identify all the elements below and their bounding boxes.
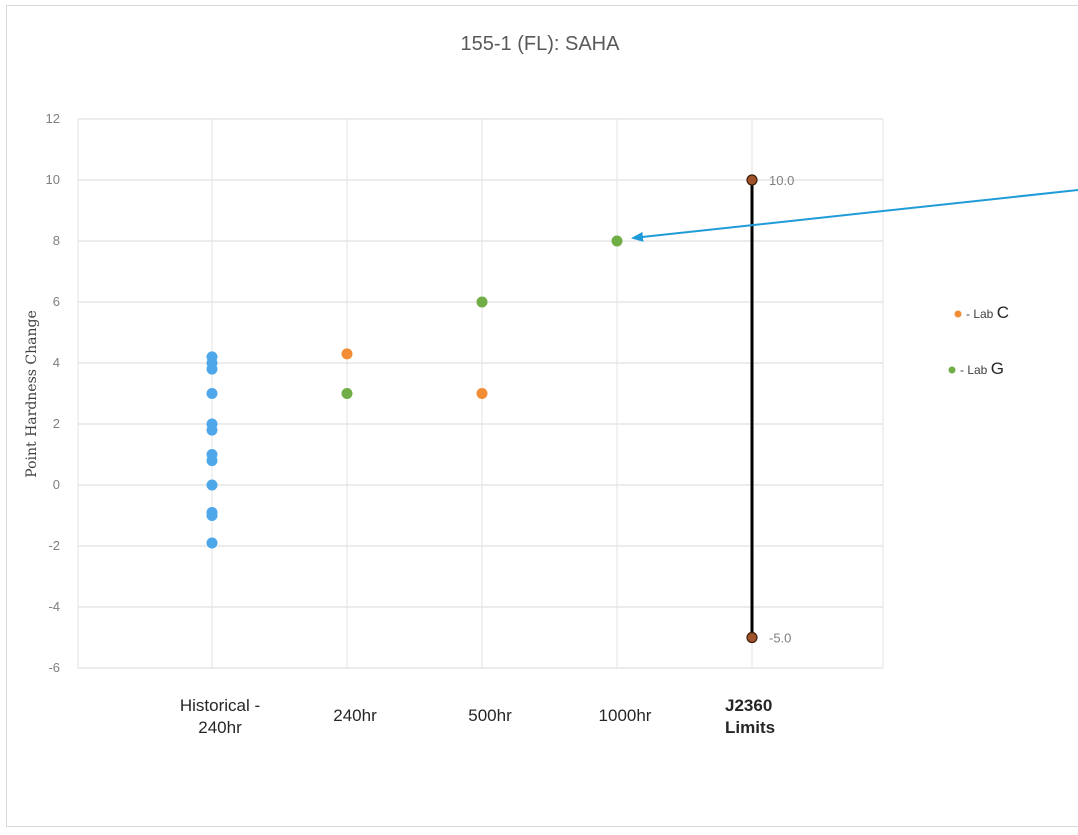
y-tick-label: 12 (46, 111, 60, 126)
data-point (206, 388, 218, 399)
y-tick-labels: 12 10 8 6 4 2 0 -2 -4 -6 (46, 111, 60, 675)
data-point (341, 348, 353, 360)
upper-limit-marker (746, 174, 758, 186)
y-tick-label: 10 (46, 172, 60, 187)
y-tick-label: 0 (53, 477, 60, 492)
y-tick-label: 6 (53, 294, 60, 309)
data-point (476, 296, 488, 308)
y-axis-label: Point Hardness Change (24, 310, 40, 478)
lower-limit-marker (746, 631, 758, 644)
x-category-label: 1000hr (599, 706, 652, 725)
pointer-arrow (631, 189, 1078, 242)
j2360-limits: 10.0 -5.0 (746, 173, 794, 646)
lower-limit-label: -5.0 (769, 631, 791, 646)
data-point (206, 537, 218, 549)
x-category-label: 240hr (333, 706, 377, 725)
data-point (476, 388, 488, 399)
legend-marker (954, 310, 962, 318)
x-category-label: 500hr (468, 706, 512, 725)
chart-title: 155-1 (FL): SAHA (461, 33, 621, 55)
data-points (206, 235, 623, 549)
data-point (206, 510, 218, 521)
y-tick-label: -6 (48, 660, 60, 675)
x-category-label: Historical -240hr (180, 696, 260, 737)
x-category-label: J2360 Limits (725, 696, 775, 737)
annotation-arrow (631, 189, 1078, 242)
chart-frame (6, 5, 1078, 827)
y-tick-label: -2 (48, 538, 60, 553)
legend-marker (948, 366, 956, 374)
data-point (611, 235, 623, 247)
data-point (206, 455, 218, 467)
data-point (341, 388, 353, 399)
legend-label: - Lab C (966, 303, 1009, 322)
data-point (206, 363, 218, 375)
y-tick-label: 4 (53, 355, 60, 370)
legend: - Lab C - Lab G (948, 303, 1009, 378)
data-point (206, 479, 218, 491)
data-point (206, 424, 218, 436)
y-tick-label: -4 (48, 599, 60, 614)
x-category-labels: Historical -240hr 240hr 500hr 1000hr J2360 Li… (180, 696, 775, 737)
y-tick-label: 8 (53, 233, 60, 248)
y-tick-label: 2 (53, 416, 60, 431)
upper-limit-label: 10.0 (769, 173, 794, 188)
legend-label: - Lab G (960, 359, 1004, 378)
